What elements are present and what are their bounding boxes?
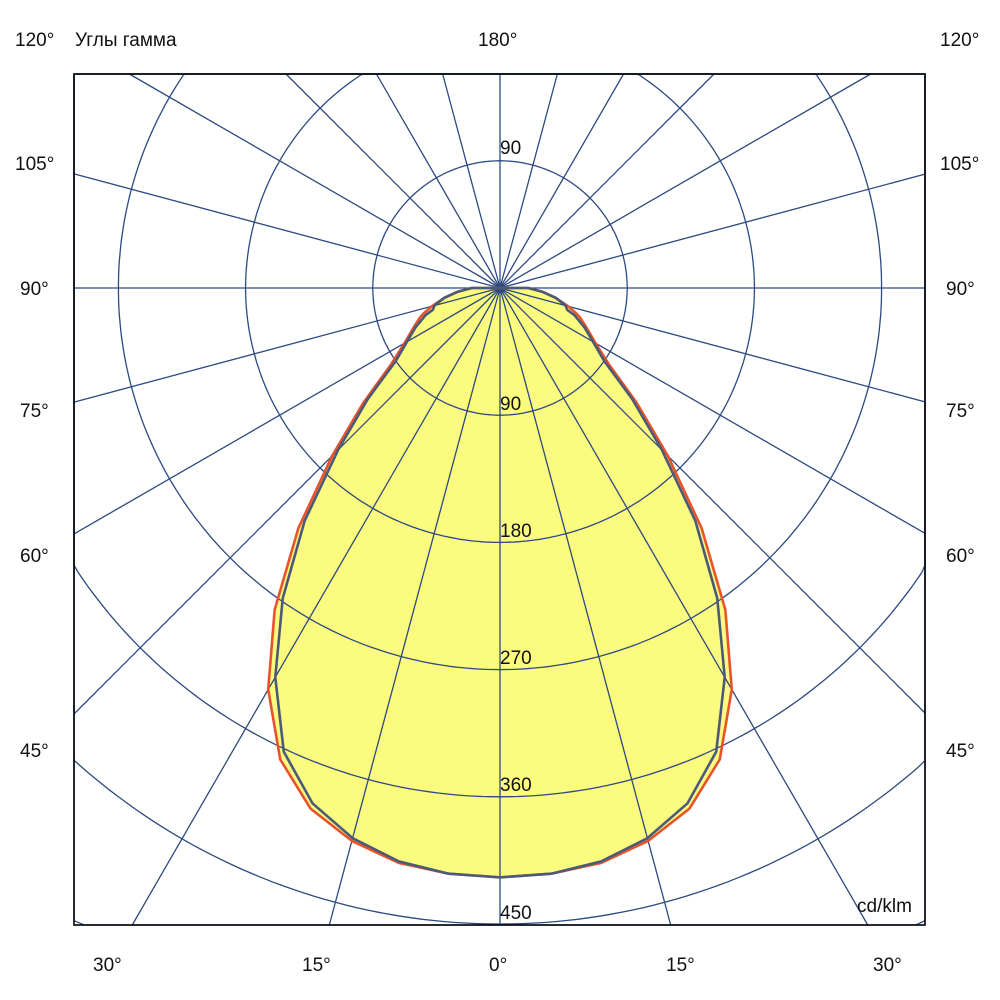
grid-spoke — [73, 287, 501, 535]
grid-spoke — [73, 173, 501, 289]
grid-spoke — [499, 73, 871, 289]
bottom-label-30-right: 30° — [873, 955, 902, 976]
radial-label-450: 450 — [500, 903, 532, 924]
intensity-curve-2 — [273, 286, 727, 879]
radial-label-270: 270 — [500, 648, 532, 669]
right-label-105: 105° — [940, 154, 979, 175]
plot-frame — [73, 73, 926, 926]
grid-spoke — [499, 287, 869, 926]
top-angle-label: 180° — [478, 30, 517, 51]
grid-spoke — [73, 287, 501, 715]
grid-spoke — [442, 73, 501, 289]
right-label-90: 90° — [946, 279, 975, 300]
right-label-45: 45° — [946, 741, 975, 762]
radial-label-180: 180 — [500, 521, 532, 542]
left-label-120: 120° — [15, 30, 54, 51]
unit-label: cd/klm — [857, 896, 912, 917]
bottom-label-0: 0° — [489, 955, 507, 976]
grid-spoke — [499, 287, 672, 926]
grid-spoke — [131, 287, 501, 926]
grid-spoke — [499, 173, 926, 289]
chart-title: Углы гамма — [75, 30, 177, 51]
grid-spoke — [499, 73, 625, 289]
grid-spoke — [499, 73, 558, 289]
grid-spoke — [499, 287, 926, 714]
radial-label-360: 360 — [500, 775, 532, 796]
radial-label-90: 90 — [500, 394, 521, 415]
left-label-60: 60° — [20, 546, 49, 567]
bottom-label-15-left: 15° — [302, 955, 331, 976]
right-label-60: 60° — [946, 546, 975, 567]
left-label-90: 90° — [20, 279, 49, 300]
grid-spoke — [129, 73, 501, 289]
bottom-label-30-left: 30° — [93, 955, 122, 976]
left-label-105: 105° — [15, 154, 54, 175]
radial-label-upper-90: 90 — [500, 138, 521, 159]
grid-spoke — [499, 287, 926, 534]
bottom-label-15-right: 15° — [666, 955, 695, 976]
right-label-120: 120° — [940, 30, 979, 51]
grid-spoke — [375, 73, 501, 289]
right-label-75: 75° — [946, 401, 975, 422]
left-label-75: 75° — [20, 401, 49, 422]
grid-spoke — [328, 287, 501, 926]
grid-spoke — [499, 73, 715, 289]
grid-spoke — [285, 73, 501, 289]
left-label-45: 45° — [20, 741, 49, 762]
